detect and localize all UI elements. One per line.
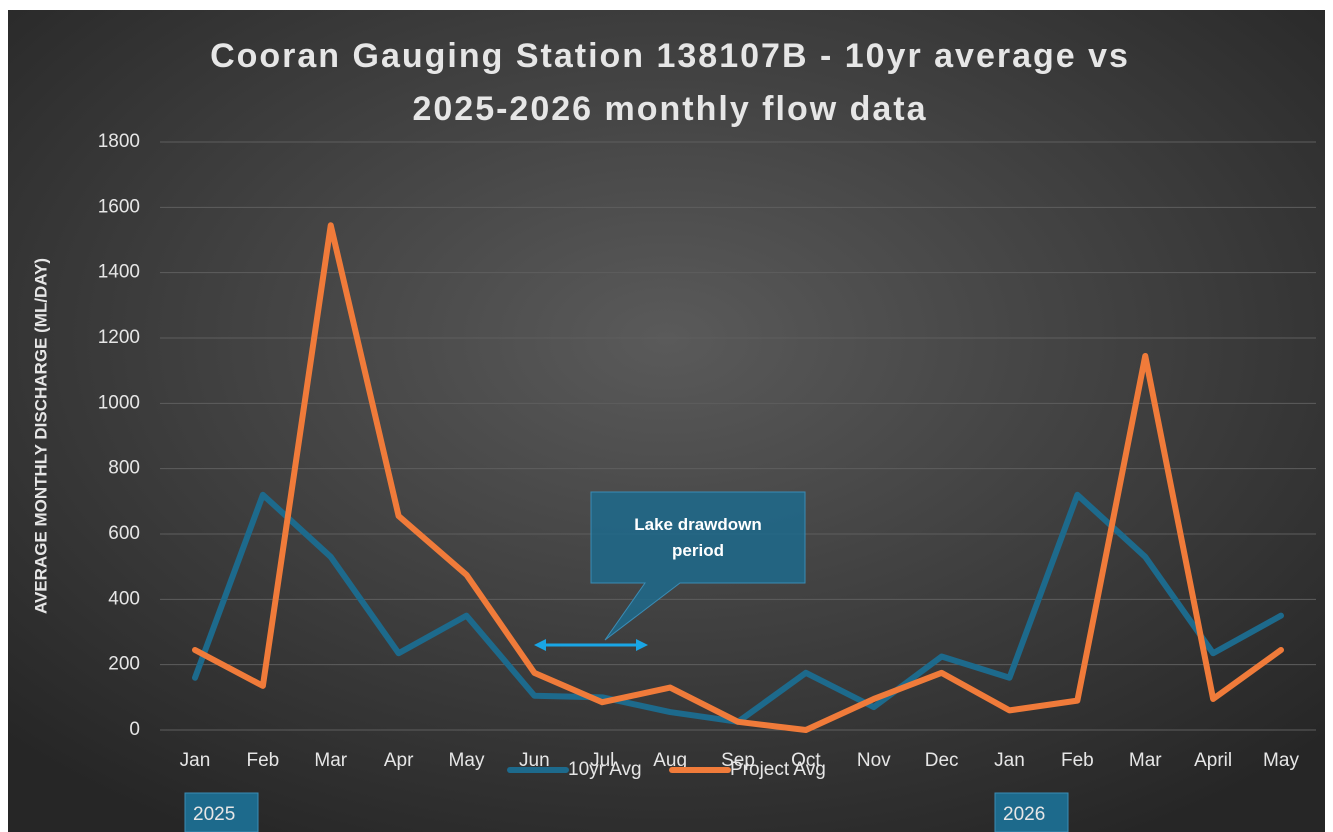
chart-title: Cooran Gauging Station 138107B - 10yr av… xyxy=(210,37,1130,75)
x-tick-label: Jan xyxy=(994,750,1025,771)
x-tick-label: Feb xyxy=(247,750,280,771)
x-tick-label: Nov xyxy=(857,750,891,771)
y-tick-label: 1000 xyxy=(98,392,140,413)
year-label: 2026 xyxy=(1003,804,1045,825)
legend-label: 10yr Avg xyxy=(568,759,642,780)
background xyxy=(8,10,1325,832)
year-box xyxy=(994,792,1069,832)
x-tick-label: April xyxy=(1194,750,1232,771)
y-axis-label: AVERAGE MONTHLY DISCHARGE (ML/DAY) xyxy=(31,258,50,614)
series-line xyxy=(192,222,1284,733)
x-tick-label: Jun xyxy=(519,750,550,771)
y-tick-label: 1600 xyxy=(98,196,140,217)
year-label: 2025 xyxy=(193,804,235,825)
chart-title: 2025-2026 monthly flow data xyxy=(412,90,927,128)
y-tick-label: 1400 xyxy=(98,262,140,283)
callout: Lake drawdown period xyxy=(634,514,762,560)
x-tick-label: Mar xyxy=(314,750,347,771)
x-tick-label: Aug xyxy=(653,750,687,771)
x-tick-label: Apr xyxy=(384,750,414,771)
year-box xyxy=(184,792,259,832)
y-tick-label: 600 xyxy=(108,523,140,544)
x-tick-label: Jan xyxy=(180,750,211,771)
y-tick-label: 1200 xyxy=(98,327,140,348)
y-tick-label: 800 xyxy=(108,458,140,479)
annotation: Lake drawdown period xyxy=(634,514,762,560)
x-tick-label: May xyxy=(1263,750,1299,771)
x-tick-label: Mar xyxy=(1129,750,1162,771)
x-tick-label: May xyxy=(449,750,485,771)
legend-label: Project Avg xyxy=(730,759,826,780)
x-tick-label: Feb xyxy=(1061,750,1094,771)
y-tick-label: 0 xyxy=(129,719,140,740)
x-tick-label: Oct xyxy=(791,750,821,771)
y-tick-label: 200 xyxy=(108,654,140,675)
x-tick-label: Jul xyxy=(590,750,614,771)
x-tick-label: Dec xyxy=(925,750,959,771)
callout-box xyxy=(590,491,806,641)
x-tick-label: Sep xyxy=(721,750,755,771)
y-tick-label: 400 xyxy=(108,588,140,609)
y-tick-label: 1800 xyxy=(98,131,140,152)
